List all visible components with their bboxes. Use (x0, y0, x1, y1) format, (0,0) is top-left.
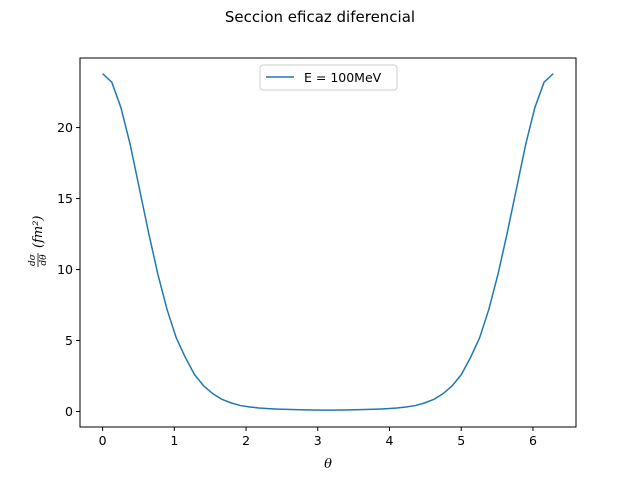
series-line (102, 73, 554, 411)
x-tick-label: 6 (529, 433, 537, 448)
x-tick-label: 5 (457, 433, 465, 448)
y-label-unit: (fm²) (31, 216, 46, 249)
x-axis: 0 1 2 3 4 5 6 (99, 427, 537, 448)
chart-title: Seccion eficaz diferencial (225, 8, 415, 26)
y-tick-label: 20 (57, 120, 73, 135)
legend: E = 100MeV (259, 64, 398, 91)
x-tick-label: 4 (386, 433, 394, 448)
y-label-denominator: dθ (39, 254, 49, 266)
series-layer (102, 73, 554, 411)
y-tick-label: 10 (57, 262, 73, 277)
x-tick-label: 3 (314, 433, 322, 448)
x-tick-label: 0 (99, 433, 107, 448)
plot-area (79, 57, 577, 428)
axes-frame (79, 57, 577, 428)
y-axis-label: dσ dθ (fm²) (28, 216, 49, 267)
x-axis-label: θ (324, 457, 332, 472)
y-axis: 0 5 10 15 20 (57, 120, 80, 419)
legend-label: E = 100MeV (304, 70, 382, 85)
legend-box (259, 64, 398, 91)
x-tick-label: 1 (170, 433, 178, 448)
y-tick-label: 5 (65, 333, 73, 348)
y-tick-label: 15 (57, 191, 73, 206)
x-tick-label: 2 (242, 433, 250, 448)
y-label-numerator: dσ (28, 253, 38, 266)
y-tick-label: 0 (65, 404, 73, 419)
